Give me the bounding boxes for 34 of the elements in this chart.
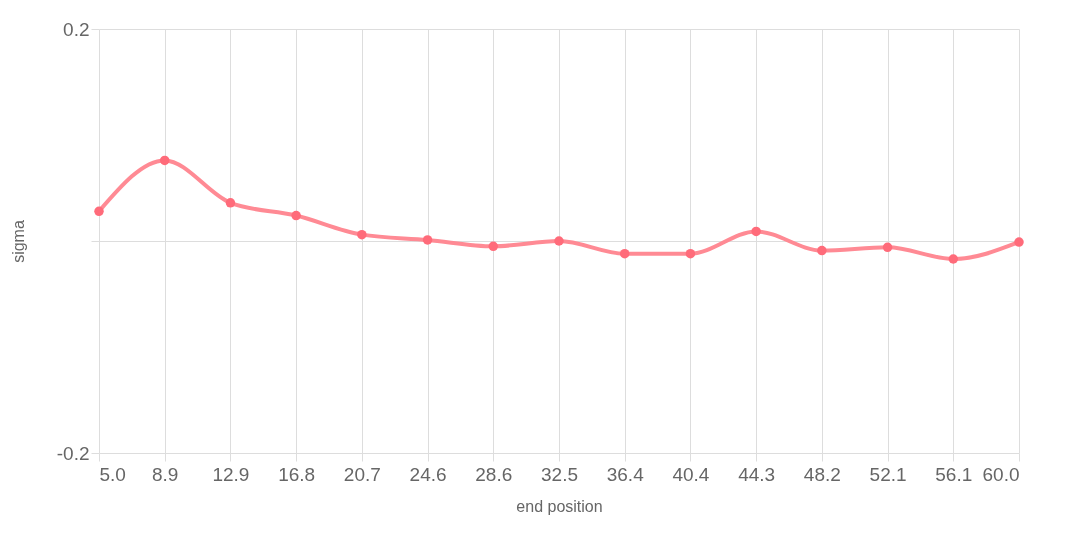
point [554,236,564,246]
point [685,248,696,259]
point [225,198,236,208]
x-tick-label: 52.1 [869,463,907,485]
point [94,206,104,217]
x-tick-label: 60.0 [982,463,1020,485]
point [291,210,301,221]
x-axis-title: end position [516,497,603,515]
point [882,242,893,253]
point [948,254,959,264]
point [159,155,170,166]
point [1014,237,1024,247]
x-tick-label: 32.5 [541,463,578,485]
point [751,226,761,237]
x-tick-label: 40.4 [672,463,710,485]
x-tick-label: 56.1 [935,463,973,485]
x-tick-label: 20.7 [343,463,381,485]
y-tick-label: 0.2 [63,18,90,40]
x-tick-label: 8.9 [152,463,179,485]
point [422,235,433,245]
x-tick-label: 44.3 [738,463,776,485]
x-tick-label: 12.9 [212,463,250,485]
point [817,245,827,256]
x-tick-label: 24.6 [409,463,447,485]
y-tick-label: -0.2 [56,442,90,464]
point [357,229,367,240]
point [619,248,630,259]
y-axis-title: sigma [9,220,27,263]
point [488,241,499,252]
x-tick-label: 28.6 [475,463,513,485]
x-tick-label: 48.2 [803,463,841,485]
x-tick-label: 5.0 [99,463,126,485]
x-tick-label: 16.8 [278,463,316,485]
x-tick-label: 36.4 [606,463,645,485]
